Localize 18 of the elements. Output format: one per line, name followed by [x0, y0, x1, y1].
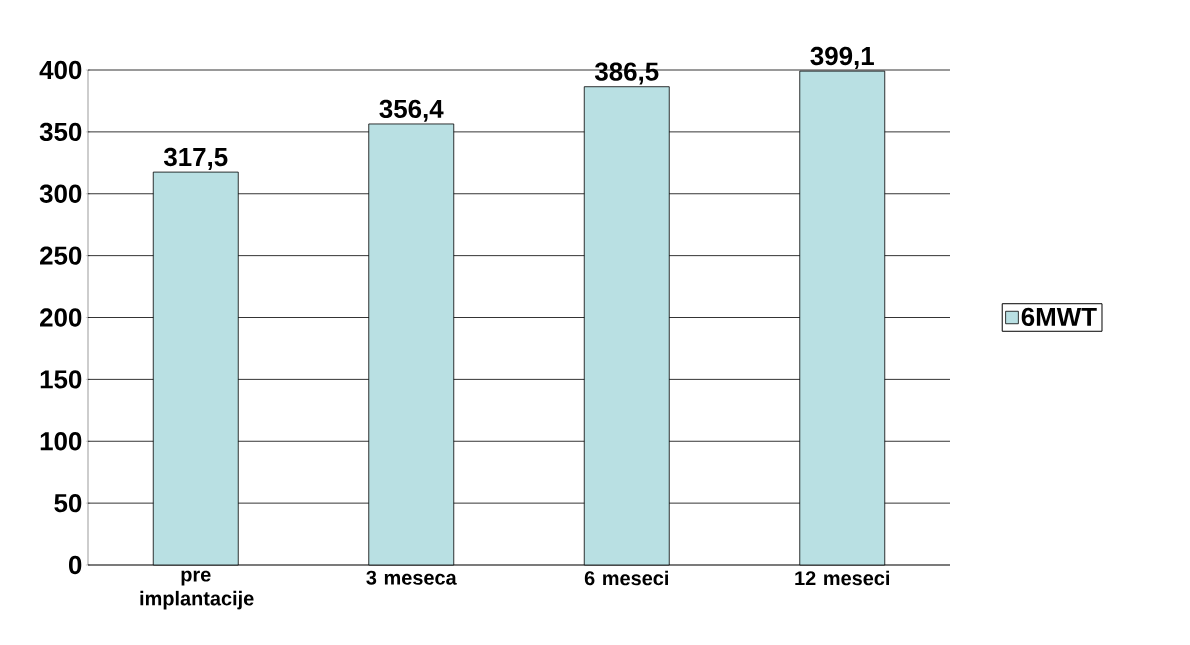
y-tick-label: 200: [40, 308, 82, 327]
x-tick-label: 3 meseca: [366, 570, 457, 585]
data-label: 399,1: [810, 46, 874, 69]
y-tick-label: 300: [39, 184, 82, 203]
y-tick-label: 350: [39, 122, 82, 142]
data-label: 356,4: [379, 99, 444, 122]
y-tick-label: 150: [40, 370, 82, 389]
x-tick-label: pre implantacije: [140, 570, 254, 610]
data-label: 386,5: [594, 62, 659, 85]
x-tick-label: 12 meseci: [795, 570, 890, 586]
x-tick-label: 6 meseci: [584, 570, 668, 586]
y-tick-label: 50: [54, 493, 82, 513]
y-tick-label: 400: [39, 60, 82, 80]
legend-label: 6MWT: [1021, 307, 1097, 327]
y-tick-label: 0: [68, 555, 82, 575]
y-tick-label: 250: [40, 246, 82, 265]
data-label: 317,5: [163, 147, 228, 170]
y-tick-label: 100: [40, 432, 82, 451]
